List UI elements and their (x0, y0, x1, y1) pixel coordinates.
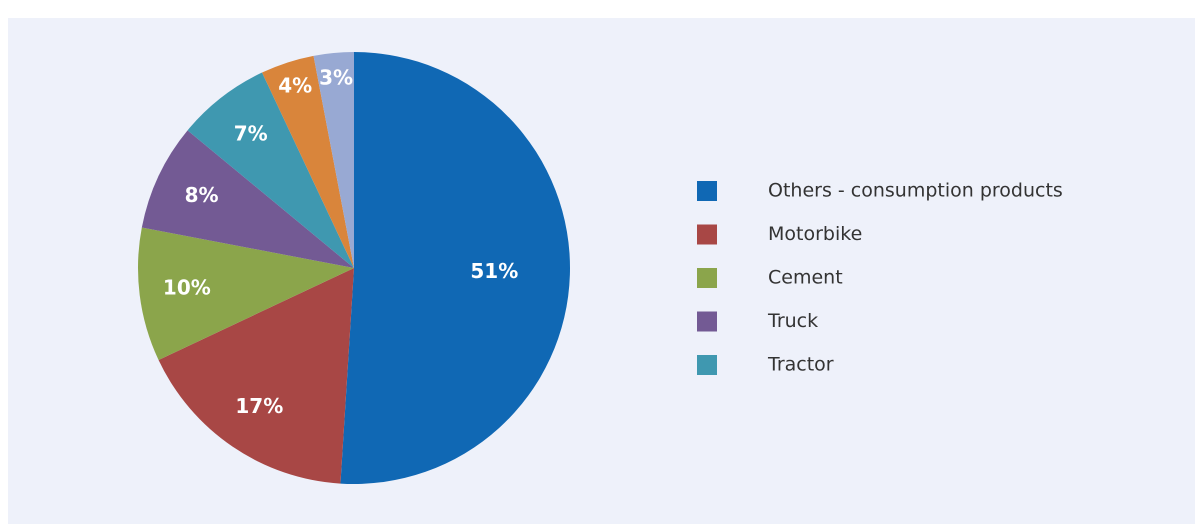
pie-slice (187, 72, 354, 268)
pie-slice (340, 52, 571, 484)
slice-label: 10% (163, 276, 211, 300)
legend-swatch (697, 181, 717, 201)
legend-label: Motorbike (768, 223, 862, 245)
slice-label: 7% (234, 121, 268, 145)
slice-label: 8% (185, 183, 219, 207)
slice-label: 3% (319, 65, 353, 89)
legend-swatch (697, 355, 717, 375)
slice-label: 17% (235, 394, 283, 418)
pie-slice (313, 52, 354, 268)
pie-slice (138, 227, 354, 360)
pie-slice (262, 55, 354, 268)
pie-slice (141, 130, 354, 268)
legend-label: Cement (768, 267, 843, 289)
legend-swatch (697, 224, 717, 245)
pie-slice (158, 268, 354, 484)
legend-label: Truck (767, 310, 818, 332)
legend-label: Tractor (767, 354, 834, 376)
legend-swatch (697, 268, 717, 288)
legend-label: Others - consumption products (768, 180, 1063, 202)
slice-label: 51% (470, 259, 518, 283)
legend-swatch (697, 311, 717, 332)
slice-label: 4% (278, 74, 312, 98)
